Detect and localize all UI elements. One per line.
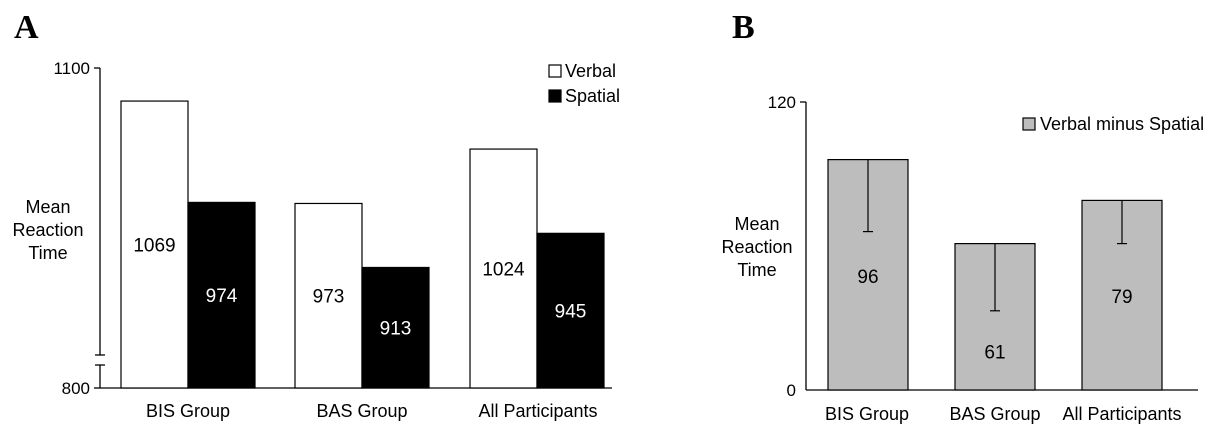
panel-a-y-axis: 1100 800 — [53, 59, 105, 398]
panel-a-ylabel-line-2: Reaction — [12, 220, 83, 240]
panel-a-ylabel-line-1: Mean — [25, 197, 70, 217]
bar-verbal-bas — [294, 202, 363, 389]
panel-b-category-bis: BIS Group — [825, 404, 909, 424]
panel-b-ylabel-line-2: Reaction — [721, 237, 792, 257]
panel-b-tick-label-top: 120 — [768, 93, 796, 112]
panel-b-ylabel-line-3: Time — [737, 260, 776, 280]
panel-b-legend: Verbal minus Spatial — [1022, 114, 1204, 134]
value-label-difference-bas: 61 — [984, 342, 1005, 363]
panel-b-tick-label-bottom: 0 — [787, 381, 796, 400]
panel-b-label: B — [732, 9, 755, 46]
panel-b-x-tick-labels: BIS Group BAS Group All Participants — [825, 404, 1182, 424]
legend-swatch-spatial — [548, 89, 562, 103]
panel-a-tick-label-top: 1100 — [53, 59, 90, 78]
panel-a-category-bis: BIS Group — [146, 401, 230, 421]
panel-a-value-labels: 1069 974 973 913 1024 945 — [133, 236, 586, 340]
value-label-difference-all: 79 — [1111, 287, 1132, 308]
legend-label-spatial: Spatial — [565, 86, 620, 106]
panel-b: B Mean Reaction Time 120 0 96 61 79 BIS Gr… — [721, 9, 1204, 424]
legend-swatch-verbal-minus-spatial — [1022, 117, 1036, 131]
value-label-verbal-bis: 1069 — [133, 236, 175, 257]
bar-spatial-all — [536, 232, 605, 389]
value-label-verbal-all: 1024 — [482, 260, 525, 281]
panel-a: A Mean Reaction Time 1100 800 1069 974 973… — [12, 9, 620, 421]
panel-a-category-bas: BAS Group — [316, 401, 407, 421]
value-label-spatial-bas: 913 — [380, 319, 412, 340]
bar-verbal-all — [469, 148, 538, 389]
panel-a-tick-label-bottom: 800 — [62, 379, 90, 398]
legend-label-verbal: Verbal — [565, 61, 616, 81]
bar-spatial-bis — [187, 201, 256, 389]
panel-b-error-bars — [863, 159, 1127, 312]
panel-a-legend: Verbal Spatial — [548, 61, 620, 106]
panel-b-y-axis-label: Mean Reaction Time — [721, 214, 792, 280]
panel-a-category-all: All Participants — [478, 401, 597, 421]
legend-swatch-verbal — [548, 64, 562, 78]
panel-a-y-axis-label: Mean Reaction Time — [12, 197, 83, 263]
panel-b-category-all: All Participants — [1062, 404, 1181, 424]
panel-b-ylabel-line-1: Mean — [734, 214, 779, 234]
panel-a-label: A — [14, 9, 39, 46]
value-label-verbal-bas: 973 — [313, 287, 345, 308]
panel-a-x-tick-labels: BIS Group BAS Group All Participants — [146, 401, 598, 421]
value-label-spatial-bis: 974 — [206, 286, 238, 307]
panel-b-y-axis: 120 0 — [768, 93, 807, 400]
panel-b-value-labels: 96 61 79 — [857, 267, 1132, 364]
panel-a-bars — [120, 100, 605, 389]
bar-spatial-bas — [361, 266, 430, 389]
panel-b-category-bas: BAS Group — [949, 404, 1040, 424]
value-label-spatial-all: 945 — [555, 302, 587, 323]
legend-label-verbal-minus-spatial: Verbal minus Spatial — [1040, 114, 1204, 134]
value-label-difference-bis: 96 — [857, 267, 878, 288]
panel-a-ylabel-line-3: Time — [28, 243, 67, 263]
